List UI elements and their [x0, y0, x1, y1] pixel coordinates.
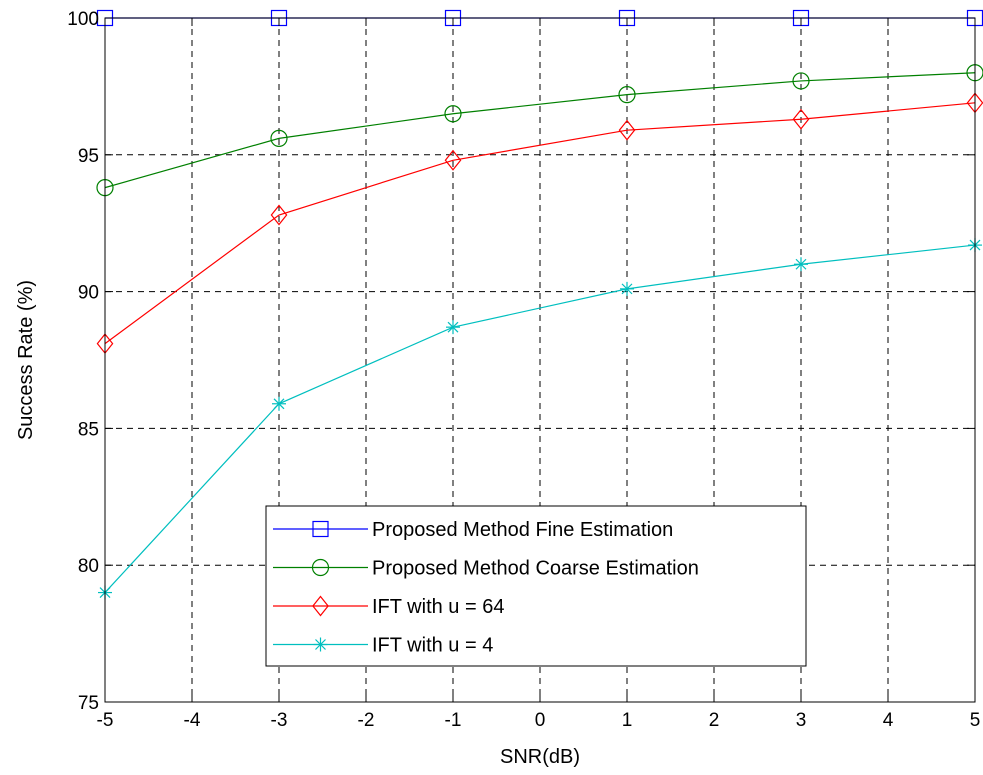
x-tick-label: -1: [445, 710, 462, 731]
legend-entry: IFT with u = 64: [273, 595, 504, 618]
legend-entry: Proposed Method Fine Estimation: [273, 519, 673, 541]
y-tick-label: 80: [78, 556, 99, 577]
x-tick-label: 0: [535, 710, 546, 731]
series-line: [104, 72, 976, 189]
data-point-asterisk: [794, 257, 808, 272]
legend-label: IFT with u = 4: [372, 635, 493, 657]
y-axis-title: Success Rate (%): [15, 280, 37, 440]
series-line: [104, 102, 976, 345]
x-tick-label: 4: [883, 710, 894, 731]
legend-marker-square: [312, 520, 329, 538]
data-point-circle: [444, 105, 462, 123]
legend-marker-circle: [311, 558, 330, 577]
data-point-diamond: [270, 204, 288, 226]
legend-entry: IFT with u = 4: [273, 635, 493, 657]
x-tick-label: -4: [184, 710, 201, 731]
x-tick-label: -5: [97, 710, 114, 731]
x-tick-label: -3: [271, 710, 288, 731]
x-axis-title: SNR(dB): [500, 746, 580, 768]
legend-box: [265, 505, 807, 667]
x-tick-label: 5: [970, 710, 981, 731]
y-tick-label: 95: [78, 146, 99, 167]
series-line: [104, 244, 976, 593]
data-point-diamond: [792, 108, 810, 130]
data-point-circle: [270, 129, 288, 147]
legend-marker-asterisk: [313, 637, 328, 652]
x-tick-label: 3: [796, 710, 807, 731]
y-tick-label: 75: [78, 693, 99, 714]
x-tick-label: 2: [709, 710, 720, 731]
data-point-asterisk: [272, 396, 286, 411]
data-point-circle: [618, 86, 636, 104]
y-tick-label: 90: [78, 283, 99, 304]
legend-entry: Proposed Method Coarse Estimation: [273, 558, 699, 580]
grid-lines: [105, 18, 975, 702]
y-tick-label: 85: [78, 419, 99, 440]
data-point-diamond: [618, 119, 636, 141]
legend-label: IFT with u = 64: [372, 596, 504, 618]
legend-label: Proposed Method Fine Estimation: [372, 519, 673, 541]
x-tick-label: 1: [622, 710, 633, 731]
legend: Proposed Method Fine Estimation Proposed …: [265, 505, 807, 667]
data-point-asterisk: [620, 281, 634, 296]
axis-ticks: -5 -4 -3 -2 -1 0 1 2 3 4 5 75 80 85 90 95 100: [67, 9, 980, 731]
data-point-diamond: [444, 149, 462, 171]
legend-marker-diamond: [312, 595, 329, 617]
x-tick-label: -2: [358, 710, 375, 731]
series-3: [96, 92, 983, 355]
data-point-asterisk: [446, 320, 460, 335]
data-point-circle: [792, 72, 810, 90]
y-tick-label: 100: [67, 9, 99, 30]
legend-label: Proposed Method Coarse Estimation: [372, 558, 699, 580]
